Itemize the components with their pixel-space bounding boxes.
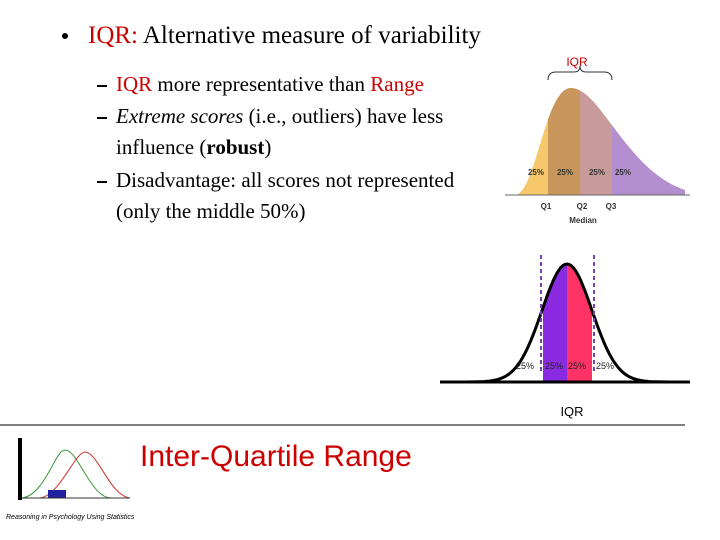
- bullet: IQR: Alternative measure of variability: [88, 20, 481, 51]
- text: Extreme scores: [116, 104, 244, 128]
- text: Disadvantage: all scores not represented…: [116, 168, 455, 223]
- text: ): [264, 135, 272, 159]
- top-bracket: [547, 65, 613, 81]
- footer-title: Inter-Quartile Range: [140, 440, 412, 473]
- quarter-label: 25%: [589, 168, 605, 177]
- text: (i.e., outliers) have less influence (: [116, 104, 444, 159]
- quarter-label: 25%: [568, 361, 586, 371]
- bullet-marker: [62, 33, 68, 39]
- top-curve-fill: [515, 87, 685, 195]
- median-label: Median: [569, 216, 597, 225]
- quarter-label: 25%: [545, 361, 563, 371]
- quartile: Q2: [577, 202, 588, 211]
- quarter-label: 25%: [516, 361, 534, 371]
- quartile: Q1: [541, 202, 552, 211]
- quarter-label: 25%: [596, 361, 614, 371]
- dash: [97, 117, 107, 119]
- quartile: Q3: [606, 202, 617, 211]
- term: IQR:: [88, 22, 138, 49]
- quarter-label: 25%: [557, 168, 573, 177]
- text: robust: [206, 135, 265, 159]
- course: Reasoning in Psychology Using Statistics: [6, 514, 135, 521]
- term: Range: [370, 72, 424, 96]
- sub-bullet: Disadvantage: all scores not represented…: [116, 165, 466, 227]
- logo: [18, 438, 131, 500]
- bracket-label: IQR: [560, 404, 583, 419]
- bullet-text: Alternative measure of variability: [142, 22, 481, 49]
- quarter-label: 25%: [528, 168, 544, 177]
- dash: [97, 181, 107, 183]
- text: more representative than: [157, 72, 365, 96]
- dash: [97, 85, 107, 87]
- sub-bullet: Extreme scores (i.e., outliers) have les…: [116, 101, 461, 163]
- bottom-curve-fill: [543, 264, 592, 382]
- term: IQR: [116, 72, 153, 96]
- sub-bullet: IQR more representative than Range: [116, 69, 486, 100]
- quarter-label: 25%: [615, 168, 631, 177]
- bracket-label: IQR: [566, 55, 588, 69]
